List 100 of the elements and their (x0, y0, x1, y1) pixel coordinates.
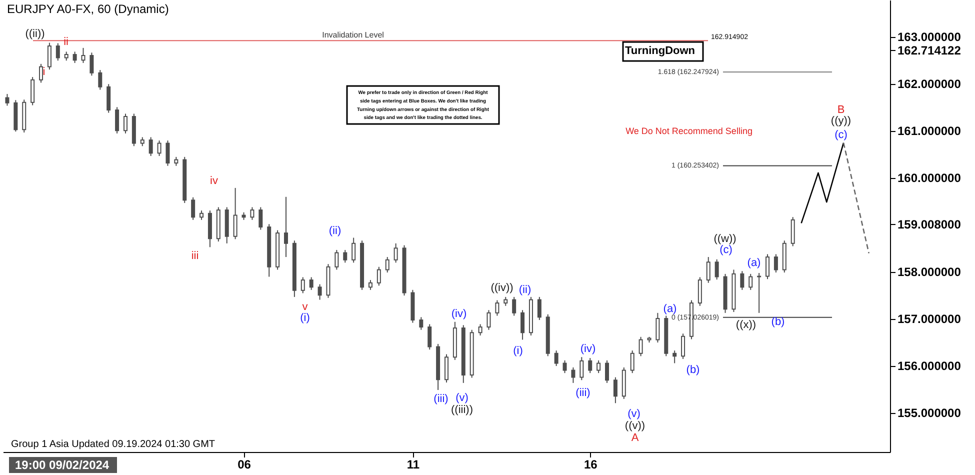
candlestick (588, 358, 592, 374)
candlestick (200, 210, 204, 220)
candlestick (672, 350, 677, 364)
candlestick (166, 140, 170, 166)
candlestick (790, 216, 795, 247)
candlestick (630, 350, 634, 374)
candlestick (81, 47, 86, 64)
x-tick-label: 16 (584, 458, 598, 472)
annotation: (i) (300, 312, 310, 324)
candlestick (90, 52, 94, 76)
ref-line-label: Invalidation Level (322, 30, 384, 40)
candlestick (123, 113, 128, 134)
annotation: ((w)) (714, 233, 736, 245)
candlestick (376, 266, 381, 286)
candlestick (656, 312, 660, 344)
annotation: Group 1 Asia Updated 09.19.2024 01:30 GMT (11, 439, 216, 450)
candlestick (580, 356, 584, 381)
candlestick (428, 324, 432, 350)
candlestick (486, 310, 491, 330)
candlestick (495, 300, 500, 316)
annotation: iv (210, 175, 218, 187)
text: 19:00 09/02/2024 (15, 458, 110, 472)
y-tick-label: 157.000000 (898, 312, 962, 326)
candlestick (191, 196, 196, 220)
candlestick (115, 106, 120, 134)
candlestick (605, 360, 610, 384)
annotation: (v) (456, 392, 468, 404)
y-tick-label: 161.000000 (898, 124, 962, 138)
y-tick-label: 158.000000 (898, 265, 962, 280)
candlestick (343, 249, 348, 264)
candlestick (512, 296, 516, 316)
candlestick (309, 276, 314, 290)
annotation: (a) (747, 257, 761, 269)
candlestick (766, 254, 770, 280)
annotation: i (42, 66, 46, 78)
annotation: ((x)) (736, 319, 756, 331)
candlestick (537, 296, 542, 320)
annotation: (ii) (518, 284, 532, 296)
annotation: v (302, 301, 308, 313)
candlestick (596, 360, 601, 374)
candlestick (613, 376, 618, 404)
y-tick-label: 162.000000 (898, 77, 962, 92)
candlestick (571, 366, 576, 384)
annotation: (iii) (576, 387, 590, 399)
candlestick (98, 70, 102, 90)
candlestick (5, 93, 10, 106)
candlestick (681, 333, 686, 360)
annotation: (ii) (328, 225, 342, 237)
y-tick-label: 160.000000 (898, 171, 962, 186)
annotation: (b) (771, 316, 785, 328)
chart-title: EURJPY A0-FX, 60 (Dynamic) (7, 2, 169, 16)
candlestick (698, 276, 702, 306)
annotation: (v) (628, 408, 640, 420)
candlestick (250, 206, 254, 220)
candlestick (334, 249, 339, 270)
annotation: (iii) (434, 393, 448, 405)
candlestick (352, 237, 356, 264)
candlestick (368, 280, 372, 290)
annotation: ((y)) (830, 115, 852, 127)
candlestick (300, 276, 305, 294)
y-tick-label: 163.000000 (898, 30, 962, 44)
x-tick-label: 06 (238, 458, 252, 472)
annotation: ((ii)) (25, 28, 45, 40)
candlestick (106, 84, 111, 114)
candlestick (148, 136, 153, 156)
candlestick (39, 63, 44, 84)
annotation: (iv) (580, 343, 596, 355)
line-series (800, 142, 844, 224)
candlestick (562, 360, 567, 374)
annotation: (iv) (451, 308, 467, 320)
candlestick (748, 273, 753, 290)
candlestick (318, 284, 322, 300)
candlestick (419, 316, 424, 330)
candlestick (706, 256, 710, 284)
y-tick-label: 156.000000 (898, 359, 962, 374)
candlestick (714, 258, 719, 280)
annotation: A (631, 432, 640, 444)
candlestick (385, 256, 390, 274)
candlestick (56, 42, 60, 62)
candlestick (478, 324, 482, 336)
annotation: ((iv)) (490, 282, 514, 294)
y-tick-label: 155.000000 (898, 406, 962, 420)
candlestick (47, 42, 52, 70)
candlestick (520, 310, 525, 340)
annotation: (i) (513, 345, 523, 357)
candlestick (30, 76, 35, 106)
candlestick (233, 187, 238, 240)
y-tick-label: 162.714122 (898, 44, 962, 58)
y-tick-label: 159.008000 (898, 218, 962, 232)
annotation: ((iii)) (451, 404, 473, 416)
candlestick (72, 51, 77, 64)
candlestick (774, 254, 778, 274)
candlestick (157, 140, 162, 156)
candlestick (638, 336, 643, 357)
annotation: (b) (686, 364, 700, 376)
annotation: TurningDown (624, 45, 696, 57)
annotation: (c) (834, 129, 848, 141)
candlestick (258, 206, 263, 230)
candlestick (444, 354, 448, 383)
annotation: iii (191, 250, 199, 262)
